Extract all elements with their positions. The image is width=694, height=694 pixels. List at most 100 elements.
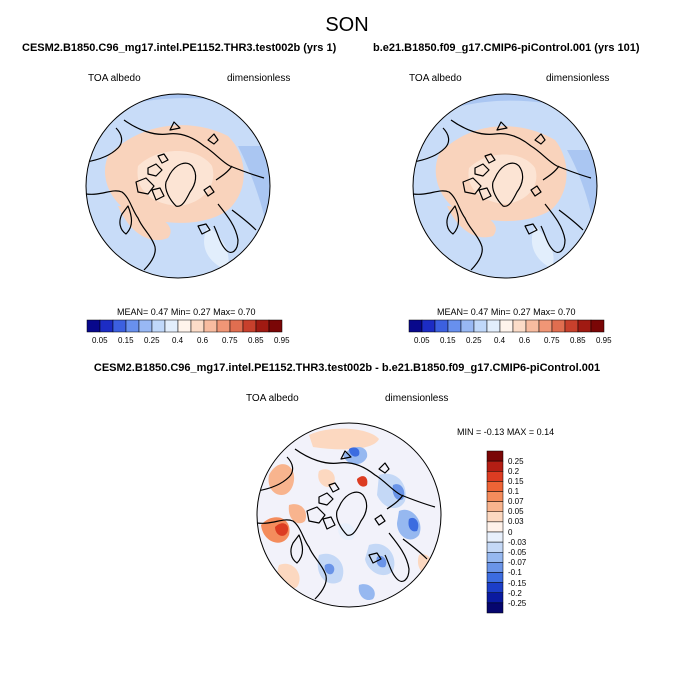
cbar1-label: 0.15 [118,336,134,345]
colorbar-swatch [229,319,244,333]
colorbar-swatch [486,491,504,502]
cbar1-label: 0.85 [248,336,264,345]
diff-min-max: MIN = -0.13 MAX = 0.14 [457,427,554,437]
colorbar-swatch [486,572,504,583]
diff-variable-label: TOA albedo [246,393,299,404]
cbar2-label: 0.95 [596,336,612,345]
panel-1-max-label: Max= [213,307,236,317]
colorbar-swatch [255,319,270,333]
plot-title: SON [325,14,369,36]
panel-2-min-value: 0.27 [513,307,531,317]
cbar1-label: 0.4 [172,336,184,345]
colorbar-swatch [216,319,231,333]
colorbar-swatch [486,531,504,543]
cbar2-label: 0.05 [414,336,430,345]
diff-units-label: dimensionless [385,393,449,404]
colorbar-swatch [551,319,566,333]
panel-1-colorbar-labels: 0.05 0.15 0.25 0.4 0.6 0.75 0.85 0.95 [87,336,290,348]
colorbar-swatch [190,319,205,333]
diff-cbar-label: -0.03 [508,538,527,547]
panel-2-mean-value: 0.47 [470,307,489,317]
panel-1-polar-map [85,93,271,279]
panel-2-colorbar-labels: 0.05 0.15 0.25 0.4 0.6 0.75 0.85 0.95 [409,336,612,348]
colorbar-swatch [434,319,449,333]
panel-1-stats: MEAN= 0.47 Min= 0.27 Max= 0.70 [117,307,255,317]
panel-1-case-title: CESM2.B1850.C96_mg17.intel.PE1152.THR3.t… [22,42,337,54]
cbar1-label: 0.75 [222,336,238,345]
diff-colorbar-labels: 0.25 0.2 0.15 0.1 0.07 0.05 0.03 0 -0.03… [508,451,548,621]
panel-2-max-label: Max= [533,307,556,317]
diff-cbar-label: 0.25 [508,457,524,466]
panel-1-units-label: dimensionless [227,73,291,84]
colorbar-swatch [99,319,114,333]
panel-1-min-label: Min= [170,307,191,317]
colorbar-swatch [486,582,504,593]
diff-panel-title: CESM2.B1850.C96_mg17.intel.PE1152.THR3.t… [93,362,601,374]
diff-cbar-label: 0 [508,528,513,537]
panel-1-mean-label: MEAN= [117,307,149,317]
diff-cbar-label: -0.07 [508,558,527,567]
colorbar-swatch [177,319,192,333]
diff-cbar-label: -0.2 [508,589,522,598]
cbar1-label: 0.05 [92,336,108,345]
diff-cbar-label: 0.03 [508,517,524,526]
diff-max-label: MAX = [506,427,535,437]
diff-cbar-label: 0.1 [508,487,520,496]
diff-cbar-label: -0.25 [508,599,527,608]
panel-1-max-value: 0.70 [237,307,256,317]
cbar1-label: 0.95 [274,336,290,345]
colorbar-swatch [125,319,140,333]
panel-2-variable-label: TOA albedo [409,73,462,84]
colorbar-swatch [486,460,504,472]
panel-2-polar-map [412,93,598,279]
colorbar-swatch [486,562,504,573]
diff-cbar-label: 0.15 [508,477,524,486]
colorbar-swatch [486,511,504,523]
colorbar-swatch [421,319,436,333]
colorbar-swatch [538,319,553,333]
colorbar-swatch [447,319,462,333]
cbar1-label: 0.6 [197,336,209,345]
colorbar-swatch [268,319,283,333]
diff-cbar-label: -0.15 [508,579,527,588]
colorbar-swatch [525,319,540,333]
diff-cbar-label: 0.2 [508,467,520,476]
diff-cbar-label: 0.07 [508,497,524,506]
colorbar-swatch [486,501,504,512]
colorbar-swatch [486,552,504,563]
colorbar-swatch [486,521,504,533]
panel-2-colorbar [408,319,605,333]
panel-2-units-label: dimensionless [546,73,610,84]
panel-1-colorbar [86,319,283,333]
colorbar-swatch [577,319,592,333]
panel-2-case-title: b.e21.B1850.f09_g17.CMIP6-piControl.001 … [373,42,640,54]
colorbar-swatch [590,319,605,333]
colorbar-swatch [486,481,504,492]
cbar2-label: 0.25 [466,336,482,345]
colorbar-swatch [512,319,527,333]
diff-min-label: MIN = [457,427,482,437]
colorbar-swatch [473,319,488,333]
colorbar-swatch [486,541,504,553]
colorbar-swatch [86,319,101,333]
panel-2-min-label: Min= [490,307,511,317]
colorbar-swatch [486,592,504,604]
colorbar-swatch [203,319,218,333]
panel-2-mean-label: MEAN= [437,307,469,317]
colorbar-swatch [499,319,514,333]
panel-1-min-value: 0.27 [193,307,211,317]
colorbar-swatch [486,319,501,333]
panel-1-variable-label: TOA albedo [88,73,141,84]
diff-cbar-label: 0.05 [508,507,524,516]
colorbar-swatch [564,319,579,333]
colorbar-swatch [112,319,127,333]
cbar2-label: 0.4 [494,336,506,345]
colorbar-swatch [151,319,166,333]
colorbar-swatch [138,319,153,333]
panel-2-max-value: 0.70 [557,307,576,317]
diff-min-value: -0.13 [483,427,505,437]
panel-2-stats: MEAN= 0.47 Min= 0.27 Max= 0.70 [437,307,575,317]
colorbar-swatch [242,319,257,333]
cbar2-label: 0.6 [519,336,531,345]
colorbar-swatch [486,602,504,614]
